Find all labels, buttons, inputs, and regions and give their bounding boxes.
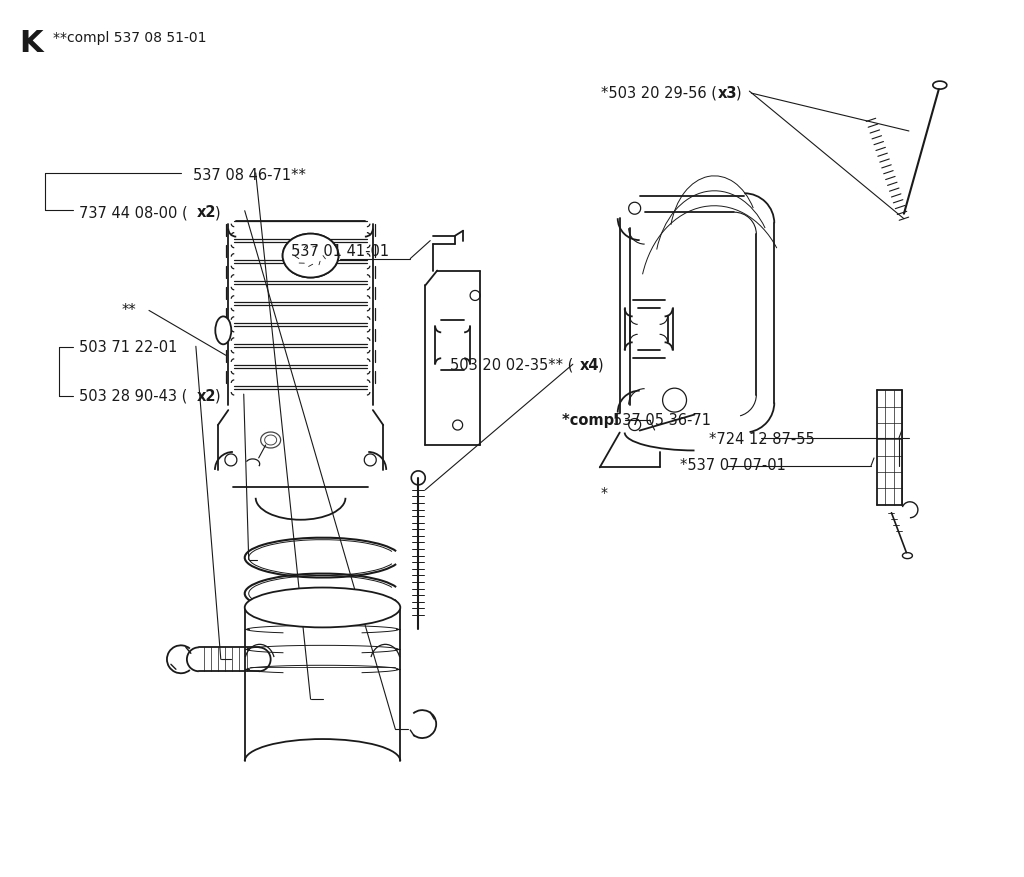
Text: 537 05 36-71: 537 05 36-71 <box>612 412 711 428</box>
Text: *compl: *compl <box>562 412 624 428</box>
Text: *537 07 07-01: *537 07 07-01 <box>680 459 785 474</box>
Text: 503 20 02-35** (: 503 20 02-35** ( <box>451 358 573 373</box>
Text: ): ) <box>215 205 220 220</box>
Text: ): ) <box>215 389 220 403</box>
Ellipse shape <box>245 588 400 627</box>
Text: *: * <box>601 486 608 500</box>
Text: x2: x2 <box>197 389 216 403</box>
Text: *724 12 87-55: *724 12 87-55 <box>710 432 815 447</box>
Text: 737 44 08-00 (: 737 44 08-00 ( <box>79 205 188 220</box>
Text: 537 08 46-71**: 537 08 46-71** <box>193 168 306 183</box>
Text: **: ** <box>121 303 136 317</box>
Text: ): ) <box>598 358 603 373</box>
Text: 537 01 41-01: 537 01 41-01 <box>292 244 389 259</box>
Text: x4: x4 <box>580 358 599 373</box>
Text: 503 28 90-43 (: 503 28 90-43 ( <box>79 389 187 403</box>
Text: x2: x2 <box>197 205 216 220</box>
Ellipse shape <box>215 317 231 345</box>
Text: 503 71 22-01: 503 71 22-01 <box>79 339 177 355</box>
Text: **compl 537 08 51-01: **compl 537 08 51-01 <box>53 32 207 46</box>
Text: *503 20 29-56 (: *503 20 29-56 ( <box>601 86 717 101</box>
Text: ): ) <box>735 86 741 101</box>
Text: K: K <box>19 29 43 58</box>
Text: x3: x3 <box>718 86 737 101</box>
Ellipse shape <box>283 233 339 277</box>
